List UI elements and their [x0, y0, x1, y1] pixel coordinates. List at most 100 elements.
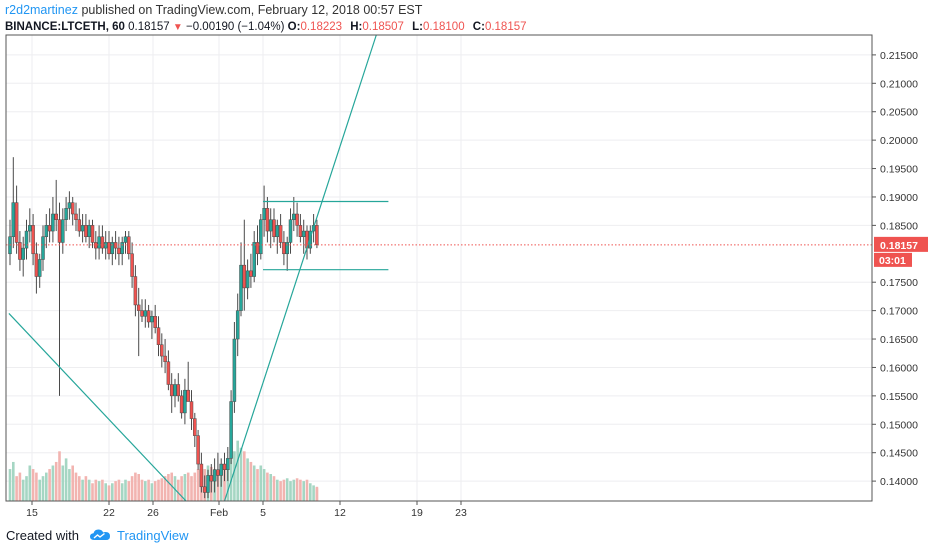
low-value: 0.18100: [423, 21, 465, 33]
author-link[interactable]: r2d2martinez: [5, 3, 78, 17]
candle-body: [275, 225, 280, 237]
volume-bar: [279, 481, 282, 501]
volume-bar: [223, 469, 226, 501]
candle-body: [262, 208, 266, 220]
volume-bar: [71, 465, 74, 501]
volume-bar: [226, 465, 230, 501]
volume-bar: [309, 483, 312, 501]
trendlines[interactable]: [8, 34, 389, 502]
volume-bar: [140, 479, 144, 501]
high-value: 0.18507: [362, 21, 404, 33]
x-tick-label: 5: [260, 507, 266, 519]
candle-body: [143, 310, 148, 317]
y-tick-label: 0.15000: [880, 419, 918, 431]
time-axis[interactable]: 15 22 26 Feb 5 12 19 23: [26, 501, 467, 519]
volume-bar: [243, 451, 246, 501]
candle-body: [259, 219, 263, 255]
x-tick-label: 15: [26, 507, 38, 519]
candle-body: [84, 225, 88, 237]
candle-body: [97, 236, 101, 249]
volume-bar: [246, 458, 249, 501]
symbol-label[interactable]: BINANCE:LTCETH, 60: [5, 21, 125, 33]
volume-bar: [262, 469, 266, 501]
candle-body: [196, 435, 200, 465]
candle-body: [37, 259, 42, 277]
volume-bar: [35, 472, 38, 501]
volume-bar: [259, 465, 263, 501]
volume-bar: [249, 461, 253, 501]
candle-body: [18, 242, 22, 260]
candle-body: [166, 361, 171, 385]
down-arrow-icon: ▼: [172, 22, 183, 33]
volume-bar: [51, 465, 55, 501]
price-axis[interactable]: 0.21500 0.21000 0.20500 0.20000 0.19500 0.190…: [872, 50, 918, 488]
bar-countdown-label: 03:01: [879, 255, 906, 267]
volume-bar: [107, 485, 111, 501]
volume-bar: [31, 469, 35, 501]
y-tick-label: 0.14000: [880, 476, 918, 488]
candle-body: [123, 236, 128, 243]
volume-bar: [91, 483, 94, 501]
candle-body: [255, 242, 260, 255]
candle-body: [278, 225, 283, 243]
trendline[interactable]: [8, 313, 187, 502]
candle-body: [245, 270, 250, 289]
tradingview-brand[interactable]: TradingView: [116, 527, 189, 543]
tradingview-cloud-icon[interactable]: [89, 528, 111, 542]
candle-body: [183, 389, 187, 414]
volume-bar: [190, 476, 193, 501]
volume-bar: [81, 479, 84, 501]
candle-body: [11, 202, 16, 237]
candle-body: [252, 242, 256, 277]
trendline[interactable]: [223, 34, 377, 502]
candle-body: [110, 242, 115, 255]
volume-bar: [256, 469, 259, 501]
volume-bar: [295, 478, 299, 501]
candle-body: [160, 344, 164, 357]
candle-body: [169, 384, 174, 397]
volume-bar: [315, 488, 319, 501]
price-change: −0.00190 (−1.04%): [186, 21, 285, 33]
candle-body: [292, 213, 296, 220]
volume-bar: [180, 476, 183, 501]
candle-body: [44, 225, 49, 237]
candle-body: [136, 304, 141, 311]
candle-body: [298, 225, 303, 237]
volume-bar: [282, 479, 286, 501]
volume-bar: [252, 465, 256, 501]
low-label: L:: [412, 21, 424, 33]
y-tick-label: 0.18500: [880, 220, 918, 232]
volume-bar: [101, 479, 104, 501]
volume-bar: [266, 472, 269, 501]
candle-body: [31, 225, 35, 255]
y-tick-label: 0.20000: [880, 135, 918, 147]
y-tick-label: 0.21000: [880, 78, 918, 90]
volume-bar: [48, 469, 51, 501]
candle-body: [272, 219, 276, 237]
volume-bar: [219, 472, 223, 501]
current-price-label: 0.18157: [880, 240, 918, 252]
y-tick-label: 0.17500: [880, 277, 918, 289]
candle-body: [219, 463, 223, 476]
x-tick-label: Feb: [210, 507, 228, 519]
candle-body: [70, 202, 75, 215]
volume-bar: [236, 440, 239, 501]
candle-body: [120, 242, 124, 255]
current-price-badge: 0.18157 03:01: [874, 236, 928, 267]
volume-bar: [74, 472, 78, 501]
volume-bar: [54, 461, 58, 501]
volume-bar: [61, 465, 65, 501]
candle-body: [61, 219, 65, 243]
y-tick-label: 0.17000: [880, 306, 918, 318]
volume-bar: [170, 472, 173, 501]
y-tick-label: 0.16000: [880, 362, 918, 374]
candle-body: [285, 242, 289, 255]
volume-bars: [8, 440, 319, 501]
volume-bar: [25, 476, 28, 501]
volume-bar: [124, 479, 127, 501]
candle-body: [176, 384, 181, 397]
candle-body: [206, 475, 210, 493]
volume-bar: [269, 474, 272, 501]
volume-bar: [144, 481, 147, 501]
